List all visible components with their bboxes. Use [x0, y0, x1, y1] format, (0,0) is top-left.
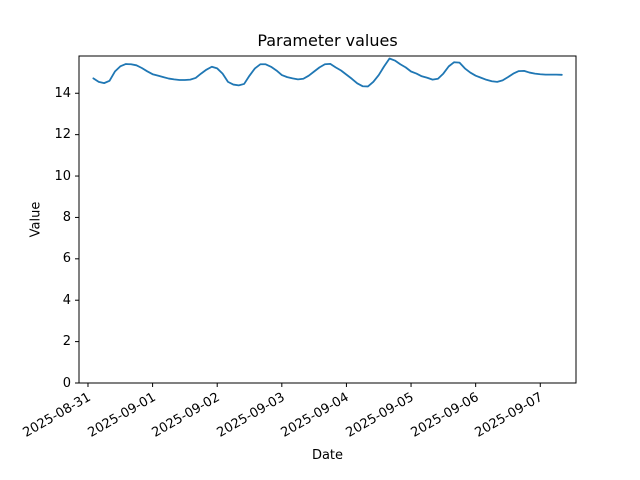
y-tick-label: 14 [54, 85, 71, 101]
y-tick-label: 6 [62, 251, 71, 267]
x-axis-label: Date [311, 448, 344, 463]
axes-spines [78, 55, 577, 384]
chart-title: Parameter values [257, 31, 398, 50]
y-tick-label: 2 [62, 334, 71, 350]
series-line-parameter [92, 57, 563, 88]
y-tick-label: 4 [62, 292, 71, 308]
y-tick-label: 10 [54, 168, 71, 184]
y-tick-label: 8 [62, 209, 71, 225]
y-tick-label: 0 [62, 375, 71, 391]
y-tick-label: 12 [54, 127, 71, 143]
